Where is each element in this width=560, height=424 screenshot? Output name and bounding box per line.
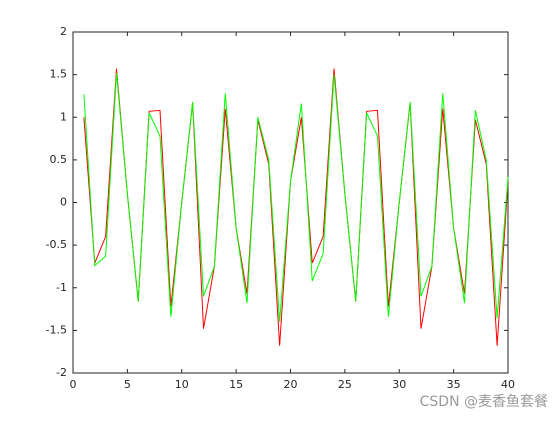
y-tick-label: 0	[60, 196, 67, 209]
y-tick-label: -0.5	[46, 238, 67, 251]
line-series	[83, 72, 509, 322]
y-tick-label: 1.5	[50, 68, 68, 81]
plot-area	[72, 31, 509, 374]
x-tick-label: 30	[392, 378, 406, 391]
x-tick-label: 15	[229, 378, 243, 391]
x-tick-label: 40	[501, 378, 515, 391]
y-tick-label: 2	[60, 25, 67, 38]
x-tick-label: 5	[124, 378, 131, 391]
y-tick-label: 1	[60, 110, 67, 123]
x-tick-label: 35	[447, 378, 461, 391]
x-tick-label: 25	[338, 378, 352, 391]
watermark: CSDN @麦香鱼套餐	[420, 393, 548, 410]
x-tick-label: 10	[175, 378, 189, 391]
y-tick-label: -1.5	[46, 323, 67, 336]
x-tick-label: 0	[70, 378, 77, 391]
y-tick-label: -2	[56, 366, 67, 379]
x-tick-label: 20	[284, 378, 298, 391]
y-tick-label: -1	[56, 281, 67, 294]
y-tick-label: 0.5	[50, 153, 68, 166]
